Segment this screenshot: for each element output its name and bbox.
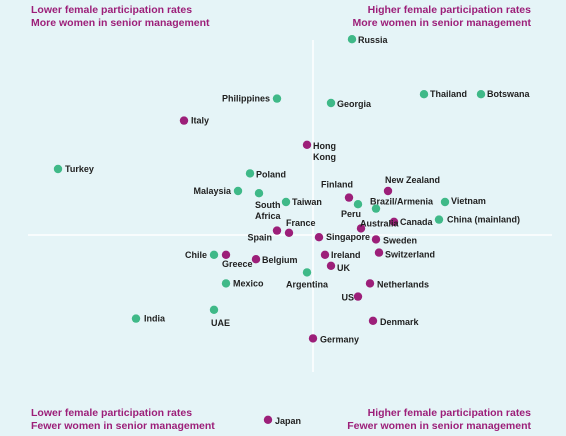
point-label-uae: UAE [211,318,230,328]
point-label-philippines: Philippines [222,94,270,104]
point-france [284,228,294,237]
quadrant-line-2: More women in senior management [352,17,531,29]
point-netherlands [365,279,375,288]
point-denmark [368,316,378,325]
labels-layer: Russia Philippines Georgia Thailand Botswana… [65,35,531,426]
point-hong-kong [302,140,312,149]
point-label-germany: Germany [320,334,359,344]
point-philippines [272,94,282,103]
point-russia [347,35,357,44]
point-botswana [476,90,486,99]
point-label-greece: Greece [222,259,253,269]
point-label-canada: Canada [400,217,434,227]
quadrant-label-bottom-right: Higher female participation rates Fewer … [347,407,531,433]
point-japan [263,415,273,424]
point-sweden [371,235,381,244]
point-mexico [221,279,231,288]
point-switzerland [374,248,384,257]
quadrant-line-2: Fewer women in senior management [347,420,531,432]
point-label-vietnam: Vietnam [451,196,486,206]
point-label-russia: Russia [358,35,389,45]
point-label-singapore: Singapore [326,232,370,242]
point-label-south-africa: South Africa [255,200,282,221]
point-label-italy: Italy [191,116,209,126]
point-label-sweden: Sweden [383,235,417,245]
point-us [353,292,363,301]
quadrant-label-bottom-left: Lower female participation rates Fewer w… [31,407,215,433]
point-uae [209,305,219,314]
point-australia [356,224,366,233]
point-label-ireland: Ireland [331,250,361,260]
point-south-africa [254,189,264,198]
quadrant-label-top-right: Higher female participation rates More w… [352,4,531,30]
point-label-botswana: Botswana [487,89,531,99]
point-chile [209,250,219,259]
point-label-hong-kong: Hong Kong [313,141,336,162]
point-georgia [326,98,336,108]
point-new-zealand [383,186,393,196]
point-argentina [302,268,312,277]
point-turkey [53,164,63,174]
point-label-thailand: Thailand [430,89,467,99]
quadrant-line-1: Lower female participation rates [31,407,193,419]
point-label-belgium: Belgium [262,255,298,265]
point-label-taiwan: Taiwan [292,197,322,207]
point-spain [272,226,282,235]
point-label-denmark: Denmark [380,317,420,327]
point-brazil-armenia [371,204,381,213]
point-label-new-zealand: New Zealand [385,175,440,185]
points-layer [53,35,486,424]
point-label-turkey: Turkey [65,164,94,174]
quadrant-line-2: More women in senior management [31,17,210,29]
point-label-uk: UK [337,263,350,273]
point-canada [389,217,399,226]
point-label-malaysia: Malaysia [193,186,232,196]
point-label-chile: Chile [185,250,207,260]
point-label-mexico: Mexico [233,278,264,288]
quadrant-line-1: Higher female participation rates [367,407,531,419]
point-label-australia: Australia [360,218,400,228]
point-india [131,314,141,323]
point-label-france: France [286,218,316,228]
point-thailand [419,90,429,99]
point-label-georgia: Georgia [337,99,372,109]
point-label-argentina: Argentina [286,279,329,289]
point-label-us: US [341,293,354,303]
point-singapore [314,233,324,242]
point-germany [308,334,318,343]
point-label-netherlands: Netherlands [377,279,429,289]
quadrant-line-2: Fewer women in senior management [31,420,215,432]
point-china-mainland [434,215,444,224]
point-malaysia [233,186,243,196]
point-belgium [251,255,261,264]
quadrant-line-1: Higher female participation rates [367,4,531,16]
point-poland [245,169,255,178]
point-label-spain: Spain [247,233,272,243]
point-label-japan: Japan [275,416,301,426]
point-label-china-mainland: China (mainland) [447,215,520,225]
point-vietnam [440,197,450,207]
point-label-switzerland: Switzerland [385,250,435,260]
point-label-india: India [144,314,166,324]
point-ireland [320,250,330,259]
point-label-peru: Peru [341,209,361,219]
point-peru [353,200,363,209]
point-taiwan [281,197,291,207]
point-label-finland: Finland [321,180,353,190]
quadrant-label-top-left: Lower female participation rates More wo… [31,4,210,30]
quadrant-line-1: Lower female participation rates [31,4,193,16]
point-label-poland: Poland [256,169,286,179]
point-greece [221,250,231,259]
point-italy [179,116,189,125]
point-uk [326,261,336,270]
point-label-brazil-armenia: Brazil/Armenia [370,197,434,207]
point-finland [344,193,354,202]
